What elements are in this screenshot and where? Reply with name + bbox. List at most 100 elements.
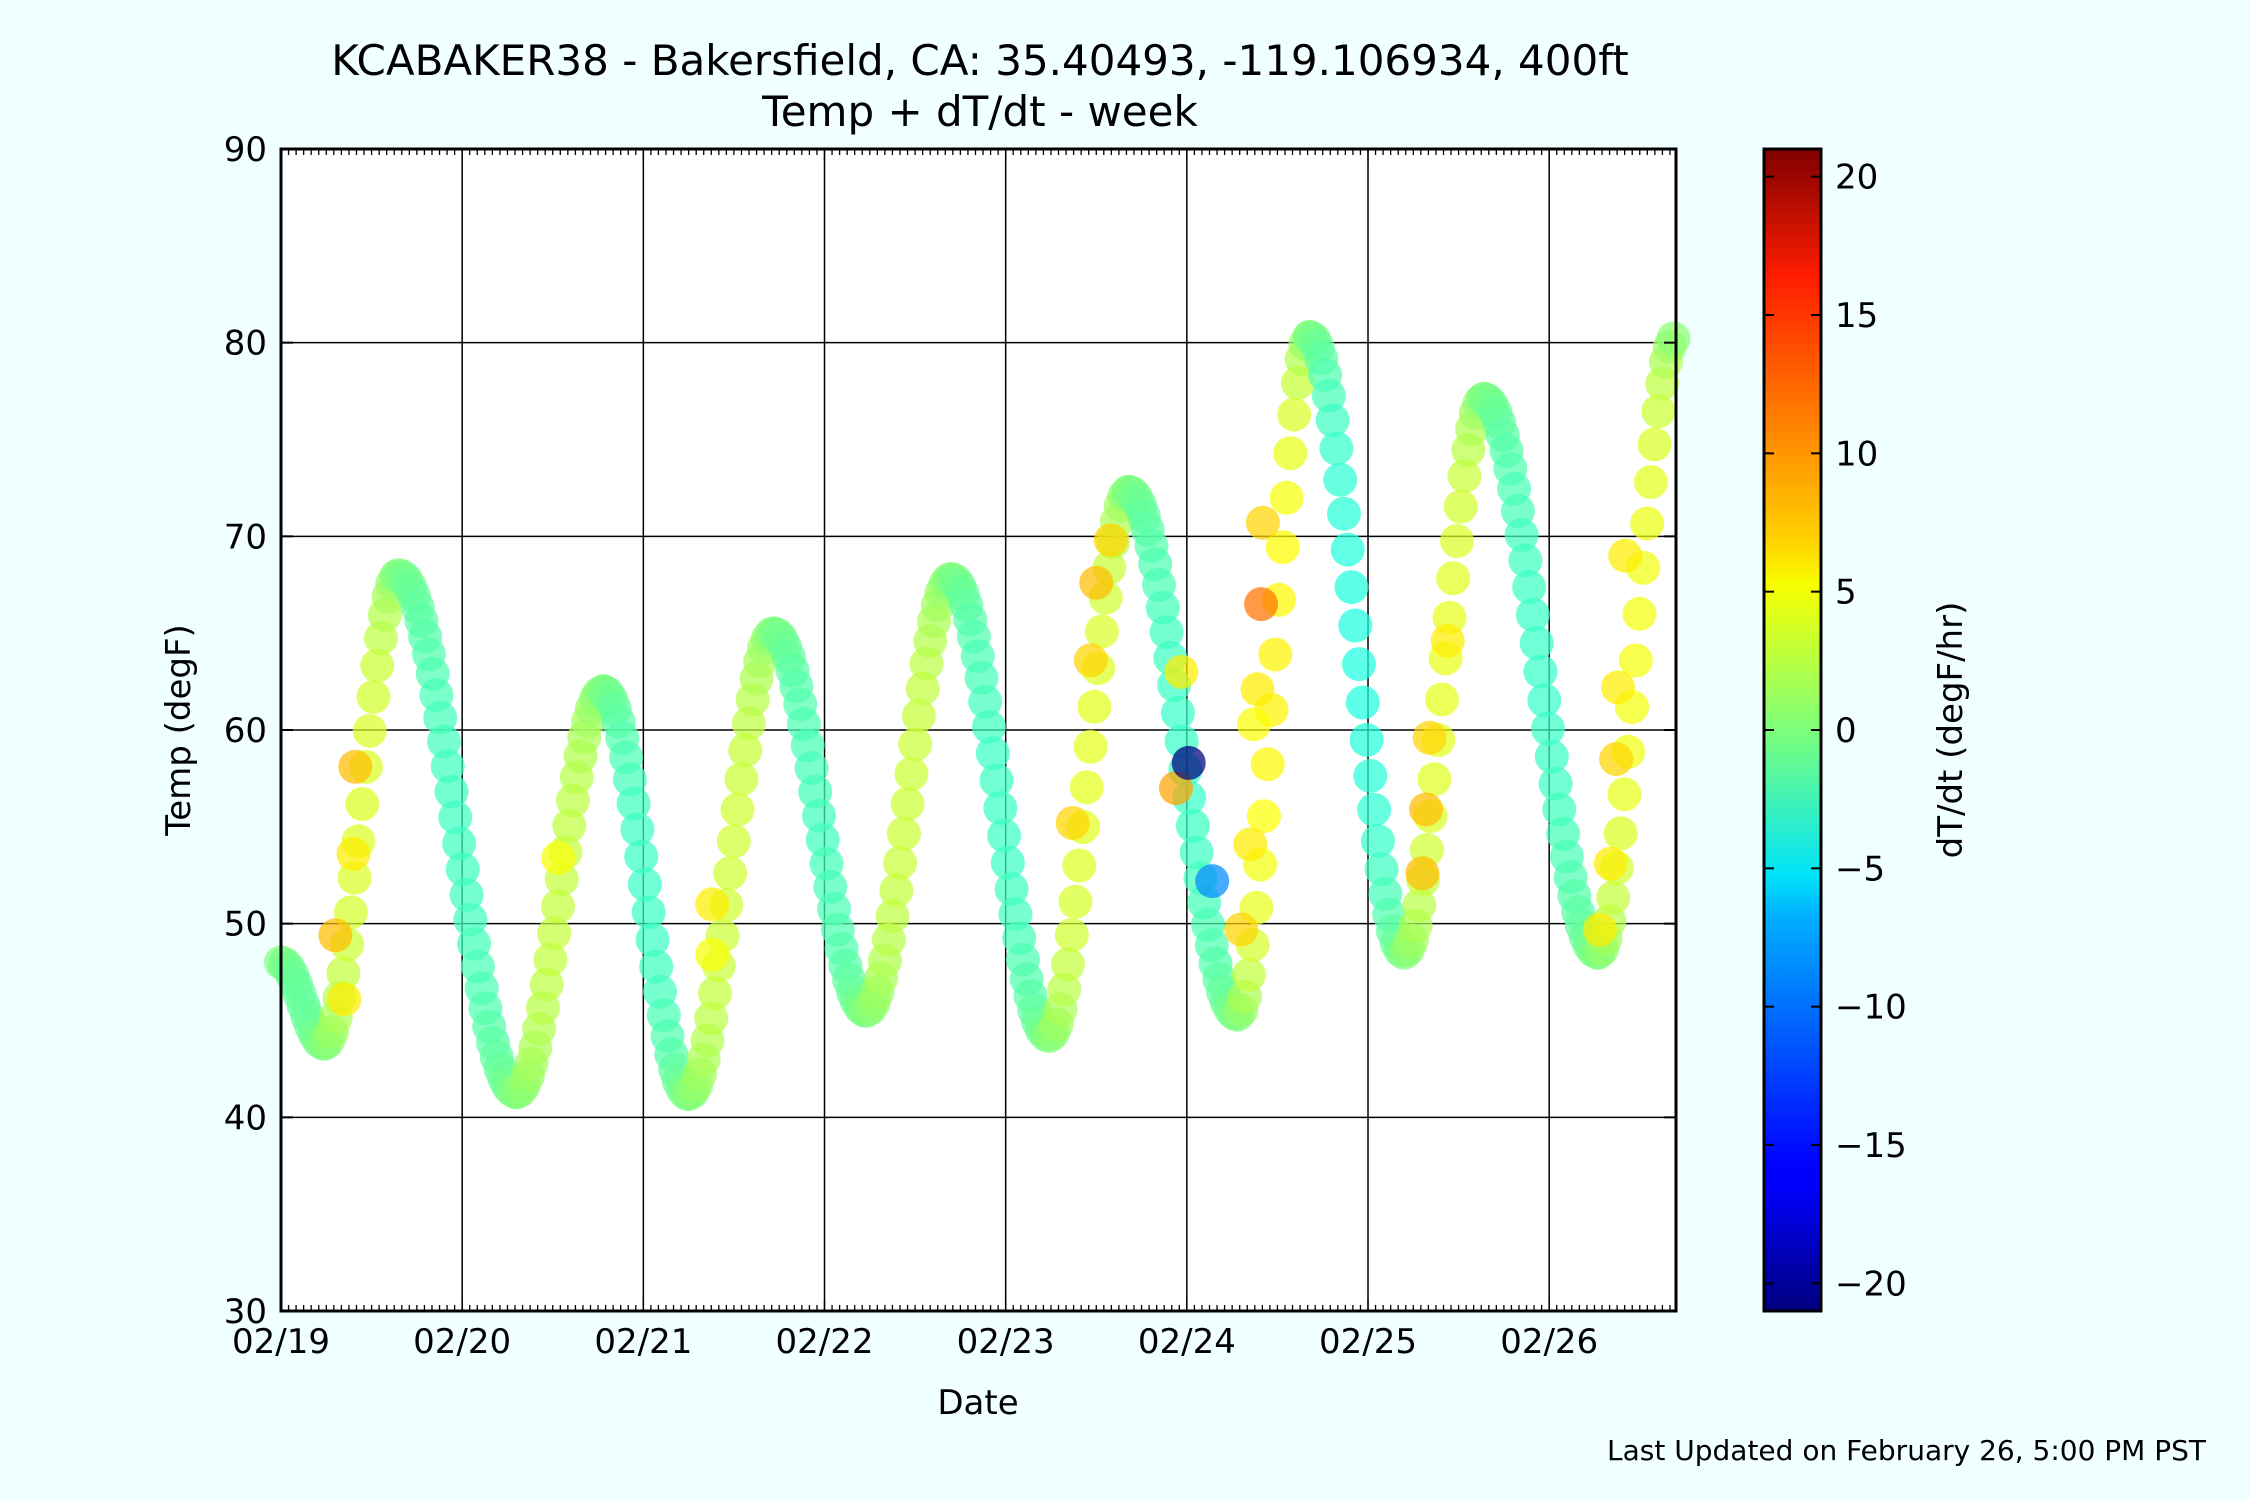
temp-point bbox=[1245, 505, 1280, 540]
temp-point bbox=[336, 836, 371, 871]
temp-point bbox=[631, 895, 666, 930]
temp-point bbox=[541, 889, 575, 924]
temp-point bbox=[1360, 824, 1395, 859]
temp-point bbox=[1149, 615, 1184, 650]
temp-point bbox=[1409, 792, 1443, 827]
temp-point bbox=[445, 852, 480, 887]
temp-point bbox=[1641, 394, 1676, 429]
y-tick-label: 40 bbox=[224, 1098, 267, 1138]
colorbar-label: dT/dt (degF/hr) bbox=[1931, 602, 1971, 859]
temp-point bbox=[449, 877, 484, 912]
x-tick-labels: 02/19 02/20 02/21 02/22 02/23 02/24 02/25 02/26 bbox=[232, 1322, 1598, 1362]
temp-point bbox=[1424, 682, 1459, 717]
temp-point bbox=[620, 812, 655, 847]
colorbar-tick-label: 0 bbox=[1835, 711, 1857, 751]
temp-point bbox=[1334, 570, 1369, 605]
temp-point bbox=[1338, 608, 1373, 643]
temp-point bbox=[1077, 689, 1112, 724]
temp-point bbox=[1047, 972, 1082, 1007]
temp-point bbox=[360, 648, 395, 683]
temp-point bbox=[894, 756, 929, 791]
colorbar-tick-label: −15 bbox=[1835, 1126, 1907, 1166]
temp-point bbox=[1160, 695, 1195, 730]
chart-title: KCABAKER38 - Bakersfield, CA: 35.40493, … bbox=[331, 36, 1628, 85]
temp-point bbox=[318, 918, 353, 953]
temp-point bbox=[713, 856, 748, 891]
temp-point bbox=[1062, 848, 1097, 883]
temp-point bbox=[1175, 808, 1210, 843]
y-tick-label: 50 bbox=[224, 905, 267, 945]
temp-point bbox=[979, 763, 1014, 798]
temp-point bbox=[879, 873, 914, 908]
temp-point bbox=[1412, 720, 1447, 755]
temp-point bbox=[1195, 864, 1230, 899]
colorbar-tick-label: 15 bbox=[1835, 296, 1878, 336]
temp-point bbox=[326, 956, 361, 991]
temp-point bbox=[1596, 880, 1631, 915]
temp-point bbox=[695, 887, 730, 922]
temp-point bbox=[345, 787, 380, 821]
temp-point bbox=[1440, 524, 1474, 558]
y-tick-label: 90 bbox=[224, 130, 267, 170]
temp-point bbox=[1508, 543, 1543, 578]
temp-point bbox=[1051, 947, 1085, 982]
temp-point bbox=[627, 867, 662, 902]
temp-point bbox=[1630, 506, 1665, 541]
temp-point bbox=[1240, 672, 1275, 707]
temp-point bbox=[1443, 489, 1478, 524]
temp-point bbox=[639, 949, 674, 984]
temp-point bbox=[1330, 532, 1365, 567]
temp-point bbox=[1236, 707, 1271, 742]
temp-point bbox=[1246, 799, 1281, 834]
temp-point bbox=[1656, 321, 1691, 356]
temp-point bbox=[529, 967, 564, 1002]
temp-point bbox=[533, 942, 568, 977]
temp-point bbox=[1084, 614, 1119, 649]
temp-point bbox=[1534, 739, 1569, 774]
temp-point bbox=[1633, 465, 1668, 500]
temp-point bbox=[1430, 623, 1465, 658]
temp-point bbox=[1523, 654, 1558, 689]
temp-point bbox=[552, 808, 587, 843]
temp-point bbox=[716, 824, 751, 859]
temp-point bbox=[1250, 747, 1285, 782]
x-tick-label: 02/25 bbox=[1319, 1322, 1417, 1362]
temp-point bbox=[338, 749, 373, 784]
temp-point bbox=[1058, 884, 1093, 919]
temp-point bbox=[1093, 523, 1128, 558]
temp-point bbox=[1054, 917, 1089, 952]
temp-point bbox=[442, 826, 477, 861]
temp-point bbox=[1171, 745, 1206, 780]
temp-point bbox=[983, 791, 1018, 825]
temp-point bbox=[720, 792, 755, 827]
temp-point bbox=[1607, 777, 1642, 812]
temp-point bbox=[1527, 683, 1562, 718]
colorbar-tick-label: 20 bbox=[1835, 158, 1878, 198]
temp-point bbox=[1073, 729, 1108, 764]
temp-point bbox=[1342, 647, 1376, 682]
temp-point bbox=[901, 698, 936, 733]
temp-point bbox=[352, 713, 387, 748]
x-tick-label: 02/22 bbox=[776, 1322, 874, 1362]
y-tick-label: 30 bbox=[224, 1292, 267, 1332]
temp-point bbox=[1315, 403, 1350, 438]
temp-point bbox=[537, 916, 572, 951]
x-tick-label: 02/24 bbox=[1138, 1322, 1236, 1362]
temp-point bbox=[624, 839, 659, 874]
temp-point bbox=[327, 982, 362, 1017]
temp-point bbox=[905, 671, 940, 706]
temp-point bbox=[1231, 957, 1266, 992]
temp-point bbox=[890, 786, 925, 821]
last-updated-footer: Last Updated on February 26, 5:00 PM PST bbox=[1607, 1434, 2206, 1467]
temp-point bbox=[1402, 888, 1437, 923]
x-tick-label: 02/20 bbox=[413, 1322, 511, 1362]
temp-point bbox=[1519, 626, 1554, 660]
colorbar-ticks: −20 −15 −10 −5 0 5 10 15 20 bbox=[1764, 158, 1907, 1304]
temp-point bbox=[1599, 742, 1634, 777]
temp-point bbox=[1637, 427, 1672, 462]
temp-point bbox=[698, 976, 732, 1011]
temp-point bbox=[1179, 835, 1214, 870]
y-tick-labels: 30 40 50 60 70 80 90 bbox=[224, 130, 267, 1332]
temp-point bbox=[1319, 431, 1354, 466]
